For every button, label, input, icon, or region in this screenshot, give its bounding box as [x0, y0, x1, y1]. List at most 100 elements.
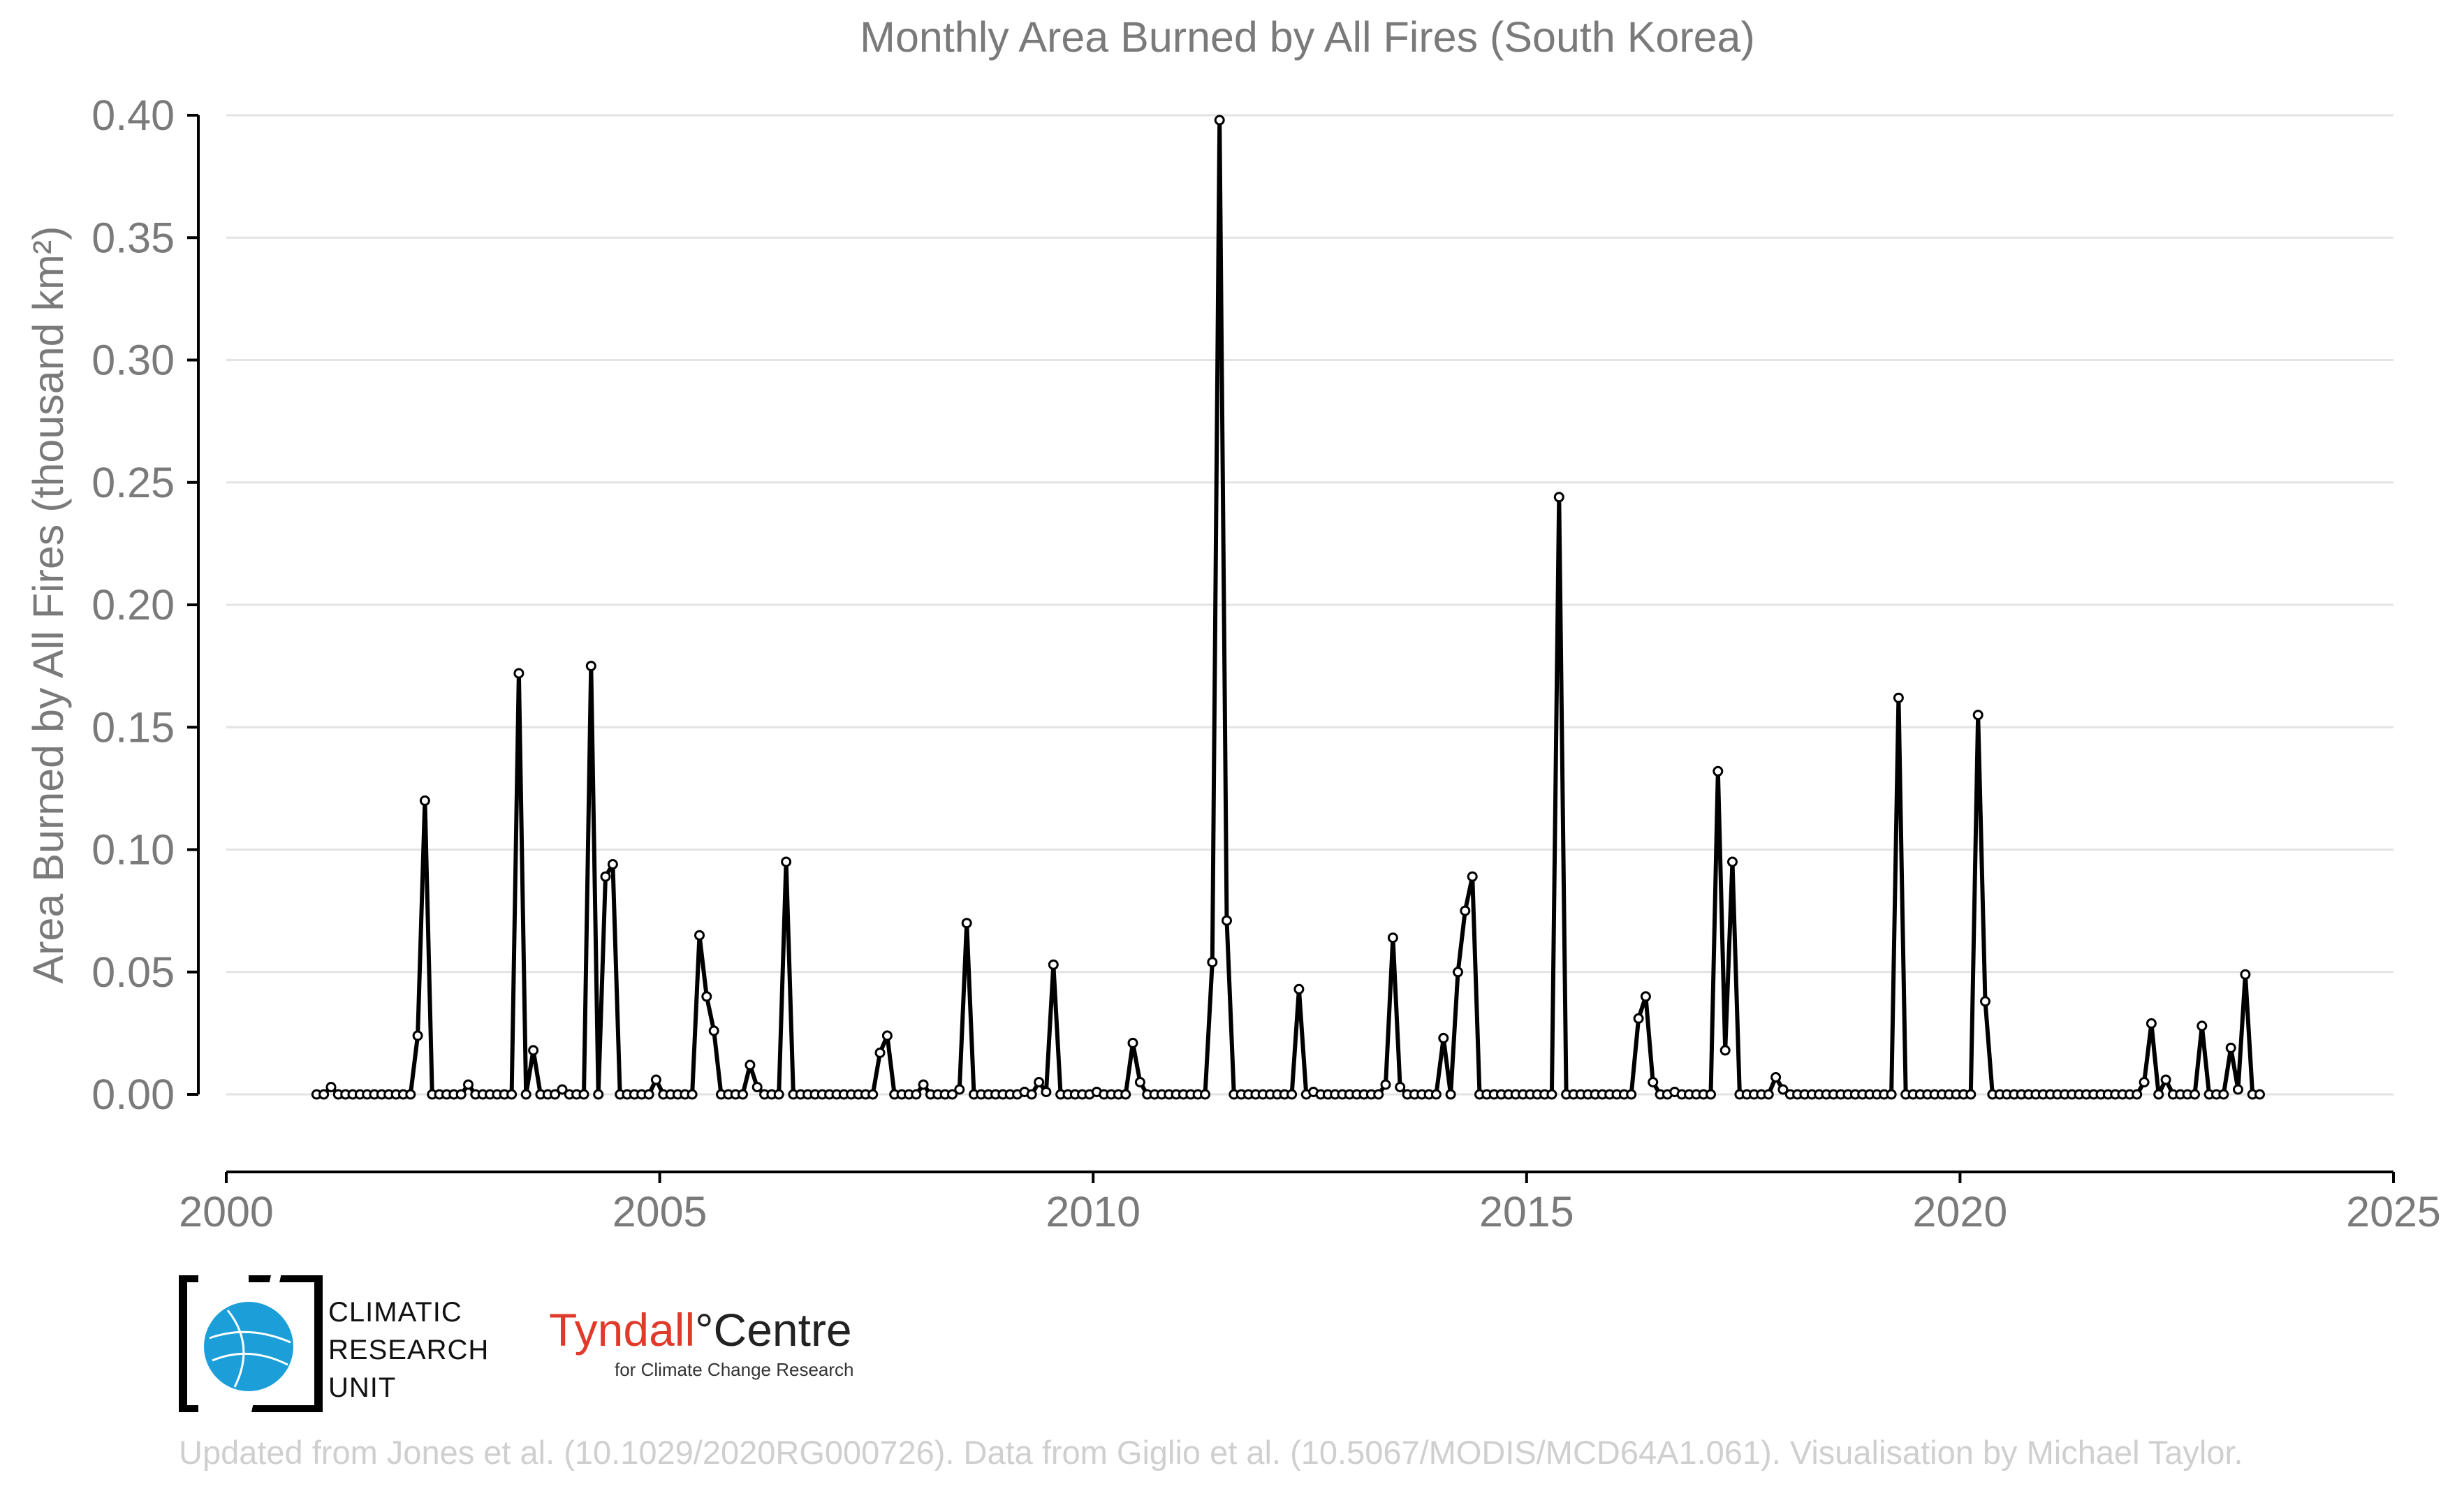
- data-point: [2225, 1042, 2236, 1053]
- data-point: [2190, 1089, 2200, 1100]
- data-point: [911, 1089, 922, 1100]
- tyndall-name: Tyndall: [549, 1304, 696, 1356]
- data-point: [1286, 1089, 1298, 1100]
- cru-logo-text: CLIMATIC RESEARCH UNIT: [328, 1293, 489, 1407]
- data-point: [1893, 692, 1904, 703]
- data-point: [1293, 983, 1305, 995]
- x-tick-label: 2000: [179, 1188, 274, 1235]
- data-point: [751, 1082, 763, 1092]
- data-point: [1395, 1082, 1406, 1092]
- data-point: [874, 1047, 886, 1058]
- tyndall-subtitle: for Climate Change Research: [615, 1359, 854, 1380]
- data-point: [643, 1089, 654, 1100]
- y-tick-label: 0.40: [91, 91, 175, 139]
- data-point: [1706, 1089, 1716, 1100]
- data-point: [412, 1030, 423, 1041]
- data-point: [1763, 1089, 1774, 1100]
- data-point: [1980, 996, 1990, 1007]
- cru-line-2: RESEARCH: [328, 1335, 490, 1365]
- y-tick-label: 0.35: [91, 214, 175, 261]
- data-point: [947, 1089, 958, 1100]
- data-point: [687, 1089, 698, 1100]
- data-point: [455, 1089, 467, 1100]
- data-point: [405, 1089, 416, 1100]
- y-tick-label: 0.20: [91, 581, 175, 629]
- tyndall-centre: Centre: [713, 1304, 852, 1356]
- y-tick-label: 0.05: [91, 948, 175, 996]
- x-tick-label: 2010: [1046, 1188, 1141, 1235]
- data-point: [1200, 1089, 1210, 1100]
- data-point: [1430, 1089, 1442, 1100]
- data-point: [1633, 1013, 1644, 1024]
- data-point: [593, 1089, 604, 1100]
- x-tick-label: 2020: [1913, 1188, 2008, 1235]
- chart-title: Monthly Area Burned by All Fires (South …: [860, 13, 1755, 61]
- data-point: [918, 1079, 929, 1090]
- data-point: [738, 1089, 748, 1100]
- data-point: [550, 1089, 561, 1100]
- series-line: [316, 118, 2260, 1096]
- y-tick-label: 0.00: [91, 1071, 175, 1118]
- data-point: [506, 1089, 518, 1100]
- data-point: [1719, 1045, 1731, 1056]
- data-point: [1048, 959, 1059, 970]
- x-tick-label: 2025: [2346, 1188, 2441, 1235]
- data-point: [2146, 1018, 2157, 1029]
- data-point: [1445, 1089, 1456, 1100]
- data-point: [1380, 1079, 1391, 1090]
- data-point: [1034, 1077, 1045, 1087]
- data-point: [1207, 957, 1218, 968]
- data-point: [2153, 1089, 2164, 1100]
- data-point: [419, 795, 430, 806]
- data-point: [1222, 915, 1232, 926]
- data-point: [745, 1059, 756, 1071]
- cru-globe-icon: [179, 1271, 323, 1416]
- data-point: [318, 1089, 330, 1100]
- data-point: [1214, 115, 1225, 126]
- data-point: [513, 668, 525, 679]
- y-tick-label: 0.25: [91, 459, 175, 506]
- data-point: [1727, 856, 1738, 867]
- data-point: [1041, 1087, 1052, 1097]
- data-point: [1134, 1077, 1145, 1087]
- cru-line-3: UNIT: [328, 1372, 397, 1403]
- data-point: [528, 1045, 539, 1056]
- data-point: [2254, 1089, 2265, 1100]
- data-point: [1965, 1089, 1977, 1100]
- data-point: [463, 1079, 474, 1090]
- data-point: [1026, 1089, 1037, 1100]
- y-tick-label: 0.15: [91, 703, 175, 751]
- data-point: [2233, 1084, 2243, 1095]
- data-point: [781, 856, 792, 867]
- data-point: [1373, 1089, 1384, 1100]
- y-axis-label: Area Burned by All Fires (thousand km²): [24, 226, 72, 984]
- data-points: [311, 115, 2265, 1100]
- y-axis-ticks: 0.00 0.05 0.10 0.15 0.20 0.25 0.30 0.35 0.40: [91, 91, 198, 1118]
- x-axis-ticks: 2000 2005 2010 2015 2020 2025: [179, 1172, 2441, 1235]
- data-point: [881, 1030, 893, 1041]
- data-point: [1453, 967, 1463, 978]
- data-point: [1120, 1089, 1131, 1100]
- data-point: [600, 871, 611, 882]
- footer-credits: Updated from Jones et al. (10.1029/2020R…: [179, 1434, 2243, 1471]
- data-point: [585, 661, 596, 672]
- data-point: [2218, 1089, 2229, 1100]
- data-point: [650, 1074, 661, 1085]
- cru-logo: [179, 1271, 507, 1416]
- data-point: [1438, 1032, 1449, 1043]
- x-tick-label: 2005: [613, 1188, 707, 1235]
- y-tick-label: 0.10: [91, 826, 175, 874]
- data-point: [2197, 1020, 2208, 1032]
- data-point: [867, 1089, 879, 1100]
- data-point: [1713, 765, 1724, 777]
- data-point: [1640, 991, 1651, 1002]
- data-point: [1886, 1089, 1897, 1100]
- data-point: [1460, 905, 1471, 916]
- data-point: [2139, 1077, 2150, 1087]
- tyndall-degree: °: [695, 1304, 714, 1356]
- y-tick-label: 0.30: [91, 337, 175, 384]
- data-point: [1777, 1084, 1789, 1095]
- data-point: [2160, 1074, 2171, 1085]
- data-point: [701, 991, 712, 1002]
